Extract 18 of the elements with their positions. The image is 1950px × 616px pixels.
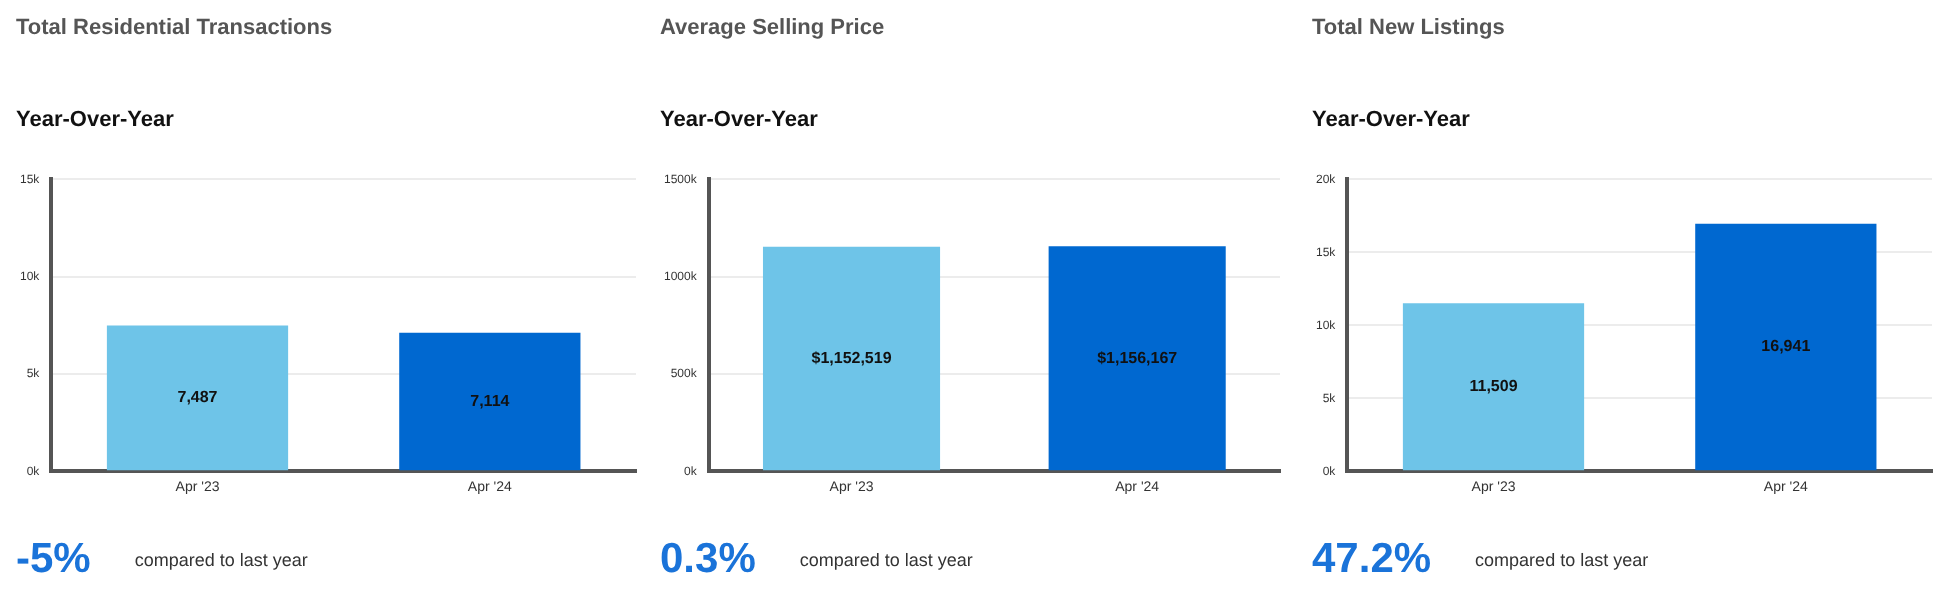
text: 47.2% <box>1312 536 1432 584</box>
data-label: 11,509 <box>1469 377 1519 396</box>
chart-title: Average Selling Price <box>660 16 885 40</box>
data-label: 16,941 <box>1761 337 1812 356</box>
chart-subtitle: Year-Over-Year <box>16 108 174 132</box>
text: -5% <box>16 536 91 584</box>
data-label: 7,114 <box>470 391 511 410</box>
text: compared to last year <box>1475 550 1649 570</box>
chart-title: Total Residential Transactions <box>16 16 333 40</box>
chart-title: Total New Listings <box>1312 16 1505 40</box>
chart-subtitle: Year-Over-Year <box>1312 108 1470 132</box>
data-label: $1,156,167 <box>1097 348 1179 367</box>
text: compared to last year <box>799 550 973 570</box>
text: 0.3% <box>660 536 756 584</box>
chart-subtitle: Year-Over-Year <box>660 108 818 132</box>
data-label: $1,152,519 <box>811 348 893 367</box>
data-label: 7,487 <box>177 388 219 407</box>
text: compared to last year <box>134 550 308 570</box>
